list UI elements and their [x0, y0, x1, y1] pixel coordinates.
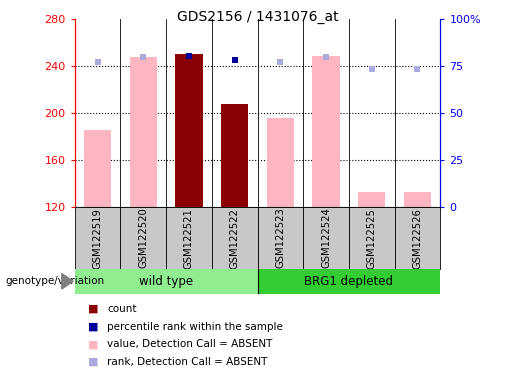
Text: GSM122522: GSM122522: [230, 208, 239, 268]
Text: genotype/variation: genotype/variation: [5, 276, 104, 286]
Text: GSM122525: GSM122525: [367, 208, 377, 268]
Text: count: count: [107, 304, 136, 314]
Text: GSM122526: GSM122526: [413, 208, 422, 268]
Text: BRG1 depleted: BRG1 depleted: [304, 275, 393, 288]
Bar: [121, 207, 166, 269]
Bar: [75, 207, 121, 269]
Text: GSM122519: GSM122519: [93, 208, 102, 268]
Bar: [358, 192, 385, 207]
Bar: [349, 207, 394, 269]
Bar: [258, 269, 440, 294]
Text: GSM122523: GSM122523: [276, 208, 285, 268]
Text: ■: ■: [88, 304, 98, 314]
Bar: [258, 207, 303, 269]
Text: wild type: wild type: [139, 275, 193, 288]
Text: rank, Detection Call = ABSENT: rank, Detection Call = ABSENT: [107, 357, 267, 367]
Bar: [303, 207, 349, 269]
Bar: [75, 269, 258, 294]
Bar: [221, 104, 248, 207]
Text: GSM122520: GSM122520: [138, 208, 148, 268]
Text: value, Detection Call = ABSENT: value, Detection Call = ABSENT: [107, 339, 272, 349]
Bar: [175, 55, 202, 207]
Text: GDS2156 / 1431076_at: GDS2156 / 1431076_at: [177, 10, 338, 23]
Bar: [84, 130, 111, 207]
Bar: [394, 207, 440, 269]
Bar: [267, 118, 294, 207]
Text: GSM122521: GSM122521: [184, 208, 194, 268]
Bar: [212, 207, 258, 269]
Bar: [312, 56, 340, 207]
Text: ■: ■: [88, 322, 98, 332]
Bar: [129, 57, 157, 207]
Text: percentile rank within the sample: percentile rank within the sample: [107, 322, 283, 332]
Text: ■: ■: [88, 339, 98, 349]
Text: GSM122524: GSM122524: [321, 208, 331, 268]
Text: ■: ■: [88, 357, 98, 367]
Bar: [166, 207, 212, 269]
Bar: [404, 192, 431, 207]
